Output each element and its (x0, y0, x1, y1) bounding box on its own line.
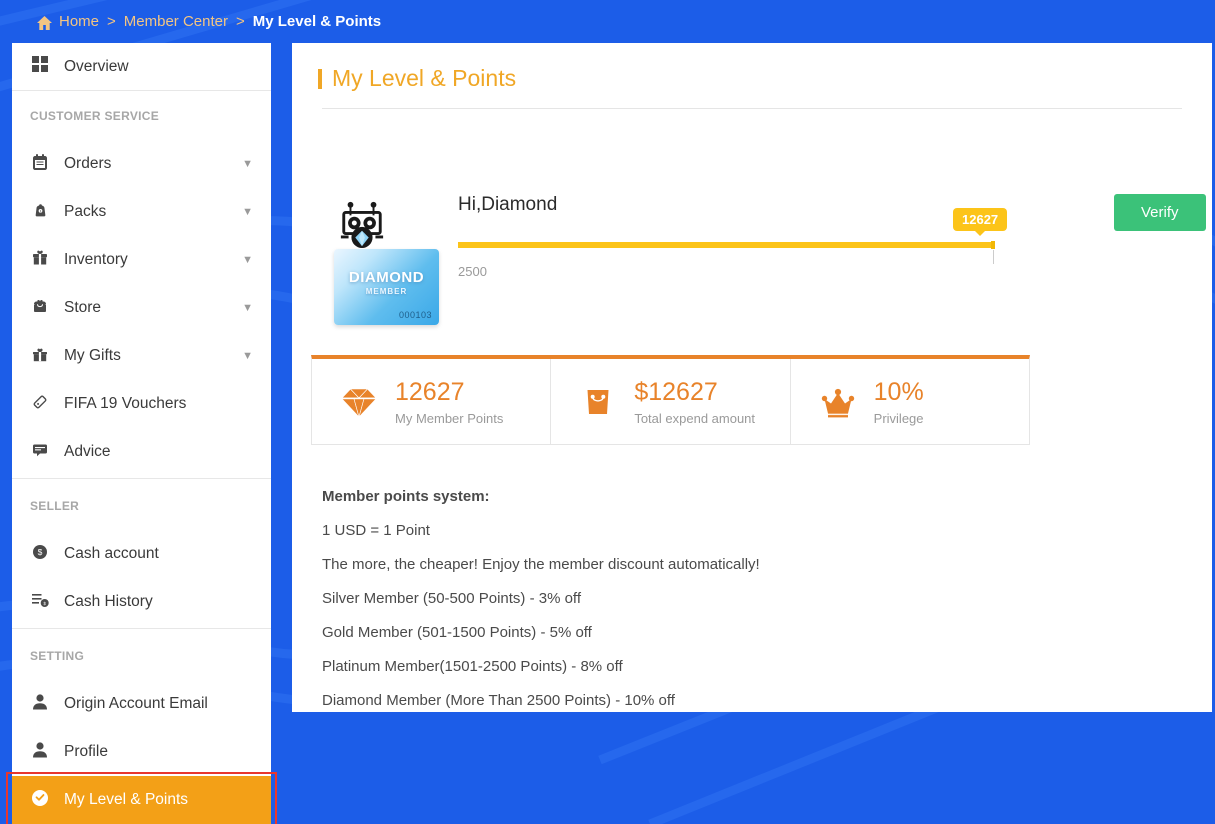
svg-text:$: $ (38, 547, 43, 557)
